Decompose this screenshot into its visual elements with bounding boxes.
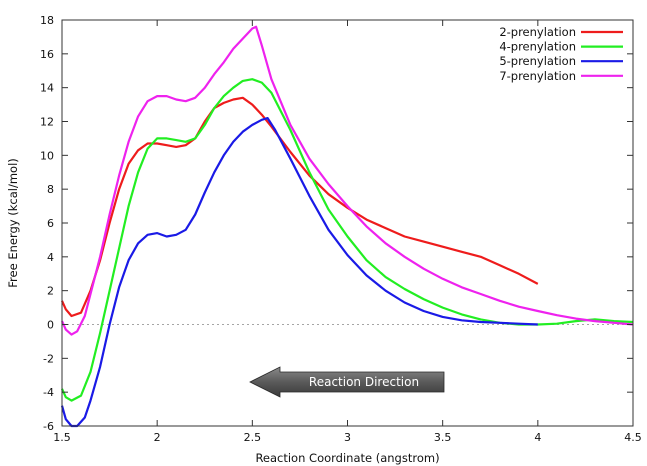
y-tick-label: -6 (43, 420, 54, 433)
series-lines (60, 25, 634, 428)
series-line-3 (60, 117, 538, 428)
x-tick-label: 2.5 (244, 431, 262, 444)
x-tick-label: 4.5 (624, 431, 642, 444)
y-tick-label: 10 (40, 149, 54, 162)
y-tick-label: 8 (47, 183, 54, 196)
y-tick-label: 16 (40, 48, 54, 61)
legend-label: 5-prenylation (499, 54, 576, 68)
y-tick-label: 4 (47, 251, 54, 264)
y-tick-label: -4 (43, 386, 54, 399)
x-tick-label: 3 (344, 431, 351, 444)
legend: 2-prenylation4-prenylation5-prenylation7… (499, 25, 623, 83)
reaction-direction-arrow: Reaction Direction (249, 366, 445, 398)
legend-label: 7-prenylation (499, 69, 576, 83)
series-line-2 (60, 78, 634, 402)
x-tick-label: 4 (534, 431, 541, 444)
x-axis-label: Reaction Coordinate (angstrom) (255, 451, 439, 465)
x-tick-label: 2 (154, 431, 161, 444)
x-tick-label: 1.5 (53, 431, 71, 444)
left-arrow-icon (249, 366, 445, 398)
y-tick-label: 14 (40, 82, 54, 95)
y-tick-label: -2 (43, 352, 54, 365)
y-tick-label: 2 (47, 285, 54, 298)
y-tick-label: 0 (47, 319, 54, 332)
y-tick-label: 12 (40, 116, 54, 129)
legend-label: 4-prenylation (499, 40, 576, 54)
axis-ticks: 1.5 2 2.5 3 3.5 4 4.5 -6 -4 -2 0 2 4 6 8 10 12 14 16 18 (40, 14, 642, 444)
legend-label: 2-prenylation (499, 25, 576, 39)
y-tick-label: 18 (40, 14, 54, 27)
x-tick-label: 3.5 (434, 431, 452, 444)
reaction-direction-label: Reaction Direction (309, 375, 419, 389)
series-line-4 (60, 25, 634, 336)
series-line-1 (60, 96, 539, 318)
y-axis-label: Free Energy (kcal/mol) (6, 158, 20, 287)
y-tick-label: 6 (47, 217, 54, 230)
